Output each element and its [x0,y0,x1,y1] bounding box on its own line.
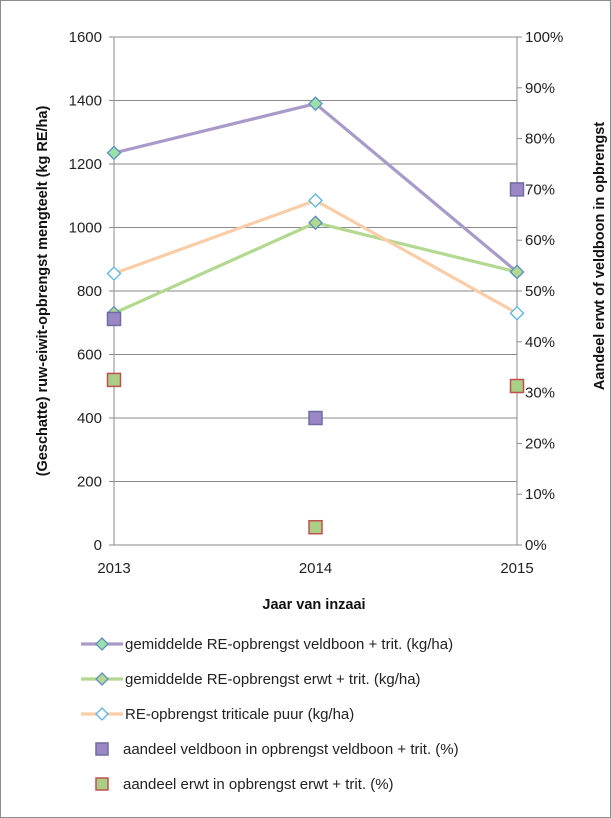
y-left-tick-label: 1600 [69,29,102,46]
series-3-point [108,267,121,280]
y-left-tick-label: 600 [77,347,102,364]
legend-label: aandeel veldboon in opbrengst veldboon +… [123,741,459,758]
share-series-2-point [309,521,322,534]
y-right-tick-label: 80% [525,131,555,148]
y-right-tick-label: 30% [525,385,555,402]
x-tick-label: 2015 [500,560,533,577]
y-left-tick-label: 200 [77,474,102,491]
legend: gemiddelde RE-opbrengst veldboon + trit.… [81,636,459,793]
y-right-tick-label: 0% [525,537,547,554]
tick-labels: 0 200 400 600 800 1000 1200 1400 1600 0% 10% 20% 30%… [69,29,564,577]
share-series-2-point [511,379,524,392]
y-left-tick-label: 0 [94,537,102,554]
legend-label: gemiddelde RE-opbrengst erwt + trit. (kg… [125,671,421,688]
y-axis-left-title: (Geschatte) ruw-eiwit-opbrengst mengteel… [35,106,51,477]
y-right-tick-label: 100% [525,29,563,46]
y-left-tick-label: 1200 [69,156,102,173]
series-line-2 [114,223,517,313]
y-right-tick-label: 40% [525,334,555,351]
share-series-1-point [108,312,121,325]
legend-marker [96,743,108,755]
y-left-tick-label: 400 [77,410,102,427]
legend-marker [96,778,108,790]
y-right-tick-label: 10% [525,486,555,503]
legend-marker [96,638,108,650]
y-left-tick-label: 800 [77,283,102,300]
y-axis-right-title: Aandeel erwt of veldboon in opbrengst [592,122,608,390]
series-1-point [108,146,121,159]
x-tick-label: 2013 [97,560,130,577]
legend-marker [96,673,108,685]
y-right-tick-label: 20% [525,435,555,452]
y-right-tick-label: 60% [525,232,555,249]
legend-label: gemiddelde RE-opbrengst veldboon + trit.… [125,636,453,653]
series-layer [108,97,524,534]
legend-label: RE-opbrengst triticale puur (kg/ha) [125,706,354,723]
legend-marker [96,708,108,720]
series-3-point [309,194,322,207]
share-series-2-point [108,373,121,386]
x-tick-label: 2014 [299,560,332,577]
y-right-tick-label: 90% [525,80,555,97]
series-3-point [511,307,524,320]
series-line-1 [114,104,517,272]
share-series-1-point [309,412,322,425]
y-left-tick-label: 1400 [69,93,102,110]
legend-label: aandeel erwt in opbrengst erwt + trit. (… [123,776,394,793]
gridlines [114,37,517,545]
y-right-tick-label: 70% [525,181,555,198]
x-axis-title: Jaar van inzaai [262,597,365,613]
share-series-1-point [511,183,524,196]
y-right-tick-label: 50% [525,283,555,300]
y-left-tick-label: 1000 [69,220,102,237]
